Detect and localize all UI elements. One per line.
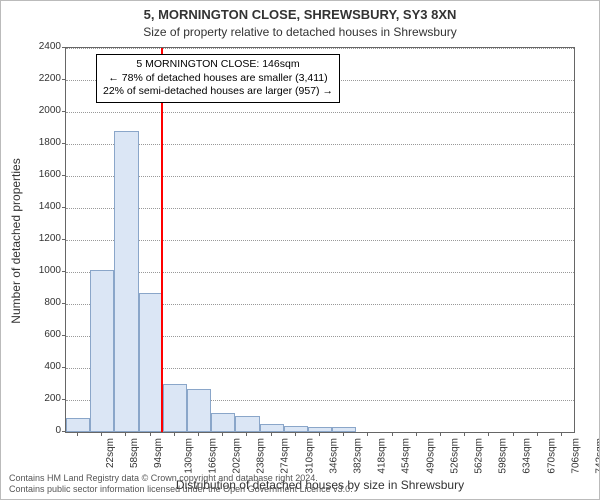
gridline <box>66 112 574 113</box>
page-title: 5, MORNINGTON CLOSE, SHREWSBURY, SY3 8XN <box>1 7 599 22</box>
gridline <box>66 240 574 241</box>
chart-subtitle: Size of property relative to detached ho… <box>1 25 599 39</box>
annotation-box: 5 MORNINGTON CLOSE: 146sqm← 78% of detac… <box>96 54 340 103</box>
x-tick-mark <box>416 432 417 436</box>
y-tick: 800 <box>1 297 61 308</box>
x-tick: 22sqm <box>105 438 116 468</box>
x-tick-mark <box>295 432 296 436</box>
x-tick: 526sqm <box>449 438 460 474</box>
x-tick-mark <box>222 432 223 436</box>
x-tick: 238sqm <box>256 438 267 474</box>
x-tick-mark <box>174 432 175 436</box>
y-tick: 1200 <box>1 233 61 244</box>
y-tick: 400 <box>1 361 61 372</box>
x-tick-mark <box>440 432 441 436</box>
x-tick: 310sqm <box>304 438 315 474</box>
x-tick: 130sqm <box>183 438 194 474</box>
plot-area: 5 MORNINGTON CLOSE: 146sqm← 78% of detac… <box>65 47 575 433</box>
x-tick: 202sqm <box>232 438 243 474</box>
x-tick-mark <box>246 432 247 436</box>
x-tick-mark <box>343 432 344 436</box>
annotation-line: ← 78% of detached houses are smaller (3,… <box>103 72 333 86</box>
x-tick: 562sqm <box>474 438 485 474</box>
gridline <box>66 272 574 273</box>
y-tick: 1600 <box>1 169 61 180</box>
histogram-bar <box>90 270 114 432</box>
histogram-bar <box>211 413 235 432</box>
x-tick-mark <box>150 432 151 436</box>
annotation-line: 22% of semi-detached houses are larger (… <box>103 85 333 99</box>
x-tick-mark <box>513 432 514 436</box>
x-tick: 418sqm <box>377 438 388 474</box>
gridline <box>66 48 574 49</box>
x-tick: 346sqm <box>328 438 339 474</box>
y-tick: 600 <box>1 329 61 340</box>
x-tick-mark <box>125 432 126 436</box>
histogram-bar <box>114 131 138 432</box>
x-tick: 166sqm <box>207 438 218 474</box>
y-tick: 1400 <box>1 201 61 212</box>
attribution-line-1: Contains HM Land Registry data © Crown c… <box>9 473 591 484</box>
histogram-bar <box>163 384 187 432</box>
histogram-bar <box>139 293 163 432</box>
y-tick: 2000 <box>1 105 61 116</box>
histogram-bar <box>66 418 90 432</box>
y-tick: 1000 <box>1 265 61 276</box>
histogram-bar <box>284 426 308 432</box>
x-tick: 382sqm <box>353 438 364 474</box>
x-tick-mark <box>561 432 562 436</box>
attribution: Contains HM Land Registry data © Crown c… <box>9 473 591 495</box>
reference-line <box>161 48 163 432</box>
x-tick: 58sqm <box>129 438 140 468</box>
x-tick: 94sqm <box>153 438 164 468</box>
histogram-bar <box>187 389 211 432</box>
x-tick-mark <box>488 432 489 436</box>
histogram-bar <box>332 427 356 432</box>
y-tick: 0 <box>1 425 61 436</box>
y-tick: 2200 <box>1 73 61 84</box>
x-tick-mark <box>271 432 272 436</box>
x-tick-mark <box>101 432 102 436</box>
x-tick-mark <box>319 432 320 436</box>
x-tick: 742sqm <box>594 438 600 474</box>
gridline <box>66 144 574 145</box>
x-tick-mark <box>537 432 538 436</box>
y-tick: 1800 <box>1 137 61 148</box>
gridline <box>66 208 574 209</box>
x-tick: 670sqm <box>546 438 557 474</box>
y-tick: 200 <box>1 393 61 404</box>
x-tick-mark <box>198 432 199 436</box>
x-tick: 634sqm <box>522 438 533 474</box>
x-tick-mark <box>464 432 465 436</box>
chart-container: 5, MORNINGTON CLOSE, SHREWSBURY, SY3 8XN… <box>0 0 600 500</box>
annotation-line: 5 MORNINGTON CLOSE: 146sqm <box>103 58 333 72</box>
x-tick-mark <box>367 432 368 436</box>
x-tick: 706sqm <box>570 438 581 474</box>
x-tick-mark <box>77 432 78 436</box>
x-tick-mark <box>392 432 393 436</box>
x-tick: 490sqm <box>425 438 436 474</box>
x-tick: 274sqm <box>280 438 291 474</box>
histogram-bar <box>235 416 259 432</box>
y-tick: 2400 <box>1 41 61 52</box>
x-tick: 454sqm <box>401 438 412 474</box>
x-tick: 598sqm <box>498 438 509 474</box>
gridline <box>66 176 574 177</box>
histogram-bar <box>260 424 284 432</box>
attribution-line-2: Contains public sector information licen… <box>9 484 591 495</box>
